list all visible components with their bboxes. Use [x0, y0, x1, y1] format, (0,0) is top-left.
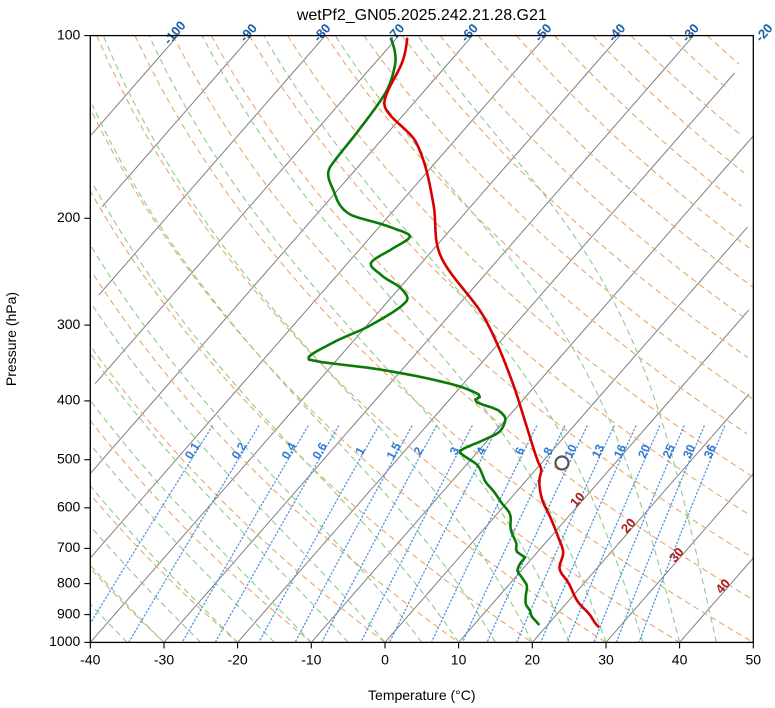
svg-text:30: 30	[598, 651, 614, 667]
svg-text:700: 700	[57, 539, 81, 555]
svg-text:500: 500	[57, 450, 81, 466]
svg-text:10: 10	[451, 651, 467, 667]
svg-text:Temperature (°C): Temperature (°C)	[368, 687, 476, 703]
svg-text:-40: -40	[80, 651, 100, 667]
svg-text:-20: -20	[227, 651, 247, 667]
svg-text:400: 400	[57, 392, 81, 408]
svg-text:-30: -30	[154, 651, 174, 667]
svg-text:800: 800	[57, 574, 81, 590]
svg-text:40: 40	[672, 651, 688, 667]
svg-text:1000: 1000	[49, 633, 80, 649]
svg-text:wetPf2_GN05.2025.242.21.28.G21: wetPf2_GN05.2025.242.21.28.G21	[296, 7, 547, 24]
svg-text:600: 600	[57, 499, 81, 515]
svg-text:Pressure (hPa): Pressure (hPa)	[3, 292, 19, 386]
svg-text:300: 300	[57, 316, 81, 332]
svg-text:-10: -10	[301, 651, 321, 667]
svg-text:200: 200	[57, 209, 81, 225]
svg-text:50: 50	[746, 651, 762, 667]
svg-text:900: 900	[57, 605, 81, 621]
svg-text:100: 100	[57, 26, 81, 42]
svg-text:0: 0	[381, 651, 389, 667]
svg-text:20: 20	[525, 651, 541, 667]
